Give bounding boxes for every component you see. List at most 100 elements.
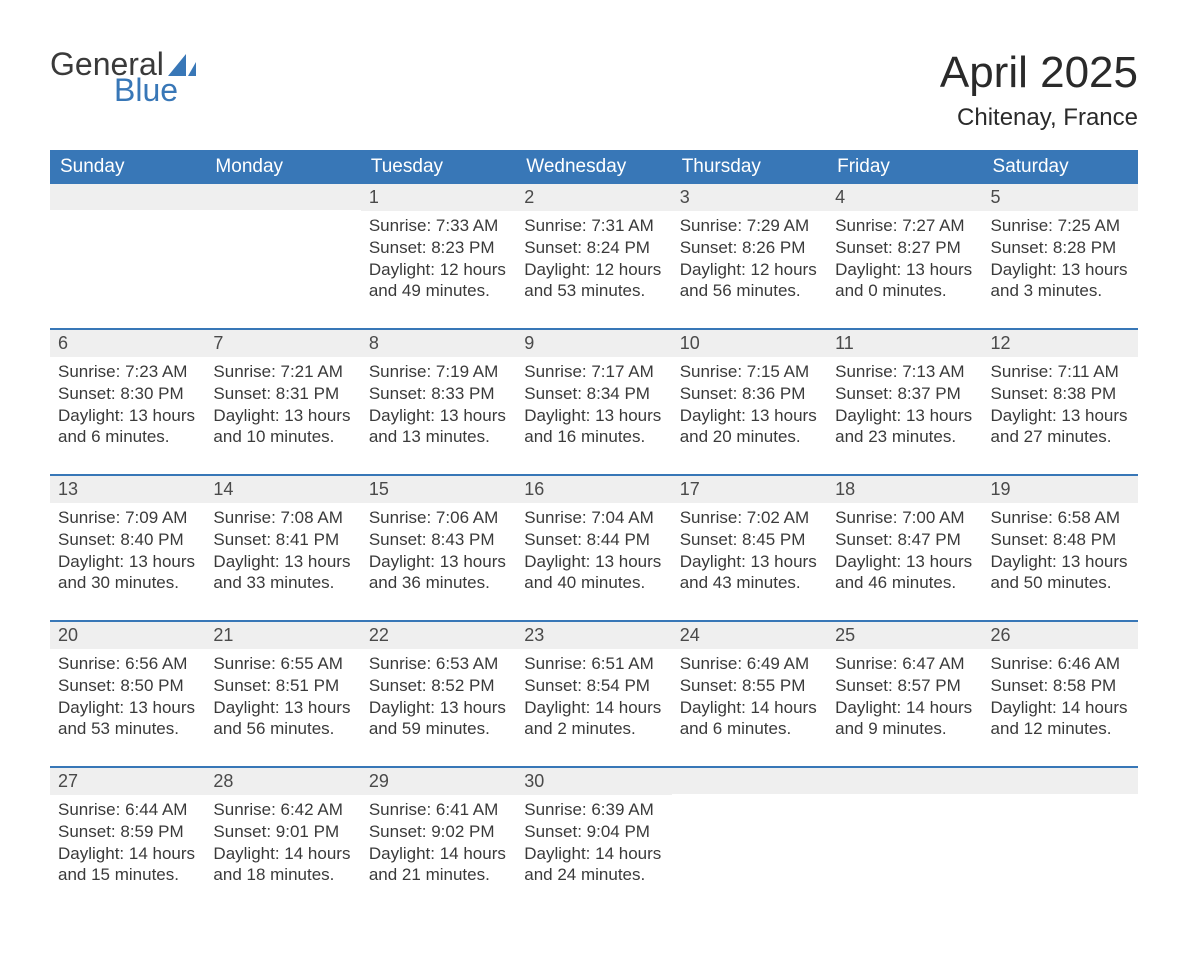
day-dl2: and 6 minutes. xyxy=(680,718,819,740)
day-sunset: Sunset: 8:45 PM xyxy=(680,529,819,551)
day-number: 1 xyxy=(361,184,516,211)
day-body: Sunrise: 7:09 AMSunset: 8:40 PMDaylight:… xyxy=(50,503,205,620)
calendar-day-cell: 28 Sunrise: 6:42 AMSunset: 9:01 PMDayligh… xyxy=(205,767,360,912)
day-sunset: Sunset: 8:33 PM xyxy=(369,383,508,405)
day-number: 9 xyxy=(516,330,671,357)
day-body: Sunrise: 7:11 AMSunset: 8:38 PMDaylight:… xyxy=(983,357,1138,474)
day-body xyxy=(205,210,360,240)
day-body: Sunrise: 6:58 AMSunset: 8:48 PMDaylight:… xyxy=(983,503,1138,620)
day-dl1: Daylight: 13 hours xyxy=(524,405,663,427)
day-sunset: Sunset: 8:40 PM xyxy=(58,529,197,551)
weekday-header: Sunday xyxy=(50,150,205,184)
day-sunrise: Sunrise: 7:13 AM xyxy=(835,361,974,383)
day-sunrise: Sunrise: 6:42 AM xyxy=(213,799,352,821)
calendar-day-cell: 17Sunrise: 7:02 AMSunset: 8:45 PMDayligh… xyxy=(672,475,827,621)
day-sunrise: Sunrise: 7:15 AM xyxy=(680,361,819,383)
day-number: 28 xyxy=(205,768,360,795)
day-body: Sunrise: 7:19 AMSunset: 8:33 PMDaylight:… xyxy=(361,357,516,474)
calendar-week-row: 1Sunrise: 7:33 AMSunset: 8:23 PMDaylight… xyxy=(50,184,1138,329)
day-sunrise: Sunrise: 7:11 AM xyxy=(991,361,1130,383)
calendar-day-cell: 3Sunrise: 7:29 AMSunset: 8:26 PMDaylight… xyxy=(672,184,827,329)
day-number: 12 xyxy=(983,330,1138,357)
day-sunrise: Sunrise: 7:29 AM xyxy=(680,215,819,237)
calendar-day-cell: 23Sunrise: 6:51 AMSunset: 8:54 PMDayligh… xyxy=(516,621,671,767)
day-dl1: Daylight: 14 hours xyxy=(213,843,352,865)
day-sunrise: Sunrise: 7:31 AM xyxy=(524,215,663,237)
day-sunrise: Sunrise: 7:00 AM xyxy=(835,507,974,529)
day-number: 18 xyxy=(827,476,982,503)
day-number: 7 xyxy=(205,330,360,357)
day-body: Sunrise: 6:44 AMSunset: 8:59 PMDaylight:… xyxy=(50,795,205,912)
day-dl2: and 10 minutes. xyxy=(213,426,352,448)
day-dl2: and 27 minutes. xyxy=(991,426,1130,448)
calendar-empty-cell xyxy=(672,767,827,912)
day-sunrise: Sunrise: 7:04 AM xyxy=(524,507,663,529)
day-number xyxy=(205,184,360,210)
calendar-week-row: 13Sunrise: 7:09 AMSunset: 8:40 PMDayligh… xyxy=(50,475,1138,621)
day-dl2: and 9 minutes. xyxy=(835,718,974,740)
calendar-day-cell: 16Sunrise: 7:04 AMSunset: 8:44 PMDayligh… xyxy=(516,475,671,621)
day-sunset: Sunset: 9:01 PM xyxy=(213,821,352,843)
weekday-header: Friday xyxy=(827,150,982,184)
day-dl2: and 30 minutes. xyxy=(58,572,197,594)
day-body: Sunrise: 7:23 AMSunset: 8:30 PMDaylight:… xyxy=(50,357,205,474)
day-number: 2 xyxy=(516,184,671,211)
weekday-header: Wednesday xyxy=(516,150,671,184)
day-dl2: and 6 minutes. xyxy=(58,426,197,448)
day-body: Sunrise: 7:02 AMSunset: 8:45 PMDaylight:… xyxy=(672,503,827,620)
calendar-empty-cell xyxy=(50,184,205,329)
day-number: 14 xyxy=(205,476,360,503)
weekday-header: Monday xyxy=(205,150,360,184)
day-dl2: and 36 minutes. xyxy=(369,572,508,594)
day-dl2: and 18 minutes. xyxy=(213,864,352,886)
day-dl1: Daylight: 13 hours xyxy=(680,551,819,573)
day-body: Sunrise: 7:21 AMSunset: 8:31 PMDaylight:… xyxy=(205,357,360,474)
day-sunset: Sunset: 8:37 PM xyxy=(835,383,974,405)
day-sunset: Sunset: 8:57 PM xyxy=(835,675,974,697)
day-dl2: and 33 minutes. xyxy=(213,572,352,594)
day-dl1: Daylight: 13 hours xyxy=(835,551,974,573)
day-sunset: Sunset: 8:58 PM xyxy=(991,675,1130,697)
day-number: 16 xyxy=(516,476,671,503)
day-dl2: and 43 minutes. xyxy=(680,572,819,594)
day-dl1: Daylight: 12 hours xyxy=(680,259,819,281)
day-dl1: Daylight: 13 hours xyxy=(213,697,352,719)
calendar-day-cell: 20Sunrise: 6:56 AMSunset: 8:50 PMDayligh… xyxy=(50,621,205,767)
day-sunrise: Sunrise: 6:51 AM xyxy=(524,653,663,675)
day-sunrise: Sunrise: 6:39 AM xyxy=(524,799,663,821)
day-dl1: Daylight: 14 hours xyxy=(991,697,1130,719)
day-dl2: and 23 minutes. xyxy=(835,426,974,448)
day-number: 29 xyxy=(361,768,516,795)
day-number: 23 xyxy=(516,622,671,649)
weekday-header: Saturday xyxy=(983,150,1138,184)
day-sunset: Sunset: 8:28 PM xyxy=(991,237,1130,259)
day-body: Sunrise: 6:53 AMSunset: 8:52 PMDaylight:… xyxy=(361,649,516,766)
page-header: General Blue April 2025 Chitenay, France xyxy=(50,48,1138,132)
logo-text-blue: Blue xyxy=(50,74,196,106)
day-dl1: Daylight: 13 hours xyxy=(369,697,508,719)
day-sunrise: Sunrise: 7:25 AM xyxy=(991,215,1130,237)
day-sunset: Sunset: 8:55 PM xyxy=(680,675,819,697)
day-body: Sunrise: 6:46 AMSunset: 8:58 PMDaylight:… xyxy=(983,649,1138,766)
day-dl1: Daylight: 14 hours xyxy=(680,697,819,719)
day-number: 5 xyxy=(983,184,1138,211)
day-dl2: and 0 minutes. xyxy=(835,280,974,302)
calendar-day-cell: 6Sunrise: 7:23 AMSunset: 8:30 PMDaylight… xyxy=(50,329,205,475)
day-sunset: Sunset: 8:47 PM xyxy=(835,529,974,551)
day-dl1: Daylight: 13 hours xyxy=(58,551,197,573)
calendar-day-cell: 26Sunrise: 6:46 AMSunset: 8:58 PMDayligh… xyxy=(983,621,1138,767)
day-sunrise: Sunrise: 7:17 AM xyxy=(524,361,663,383)
day-sunset: Sunset: 8:23 PM xyxy=(369,237,508,259)
day-sunrise: Sunrise: 6:41 AM xyxy=(369,799,508,821)
day-body xyxy=(50,210,205,240)
day-dl1: Daylight: 12 hours xyxy=(524,259,663,281)
day-number xyxy=(50,184,205,210)
day-sunset: Sunset: 8:44 PM xyxy=(524,529,663,551)
day-dl2: and 50 minutes. xyxy=(991,572,1130,594)
day-number xyxy=(827,768,982,794)
day-dl2: and 56 minutes. xyxy=(680,280,819,302)
day-body xyxy=(672,794,827,824)
day-sunset: Sunset: 8:38 PM xyxy=(991,383,1130,405)
day-number xyxy=(672,768,827,794)
calendar-day-cell: 4Sunrise: 7:27 AMSunset: 8:27 PMDaylight… xyxy=(827,184,982,329)
